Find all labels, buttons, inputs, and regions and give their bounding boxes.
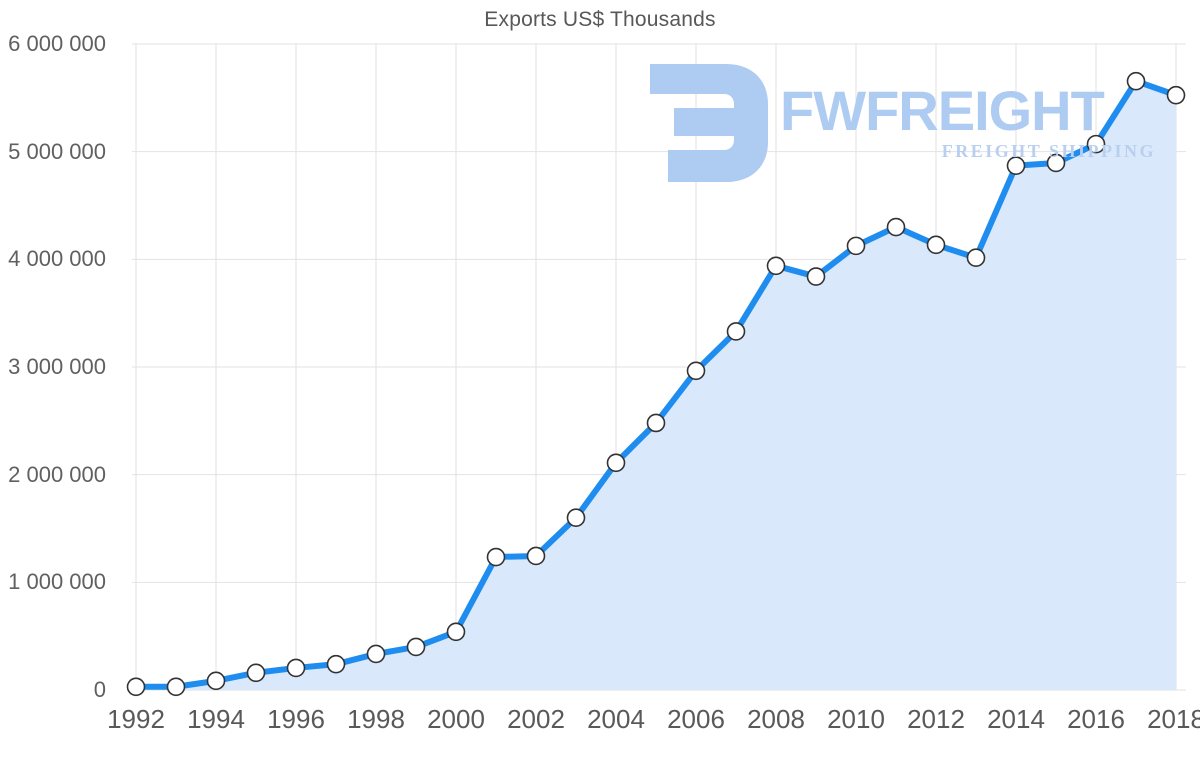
x-axis-tick-label: 2012: [907, 704, 965, 734]
y-axis-tick-label: 0: [93, 677, 106, 702]
y-axis-tick-label: 5 000 000: [8, 138, 106, 164]
x-axis-tick-label: 2000: [427, 704, 485, 734]
y-axis-tick-label: 3 000 000: [8, 354, 106, 379]
y-axis-tick-label: 4 000 000: [8, 246, 106, 272]
x-axis-tick-label: 2014: [987, 704, 1045, 734]
x-axis-tick-label: 2010: [827, 704, 885, 734]
x-axis-tick-label: 2018: [1147, 704, 1200, 734]
y-axis-tick-label: 2 000 000: [8, 461, 106, 487]
chart-title: Exports US$ Thousands: [484, 8, 716, 31]
y-axis-tick-label: 6 000 000: [8, 31, 106, 56]
x-axis-tick-label: 1996: [267, 704, 325, 734]
x-axis-tick-label: 2002: [507, 704, 565, 734]
y-axis-tick-label: 1 000 000: [8, 569, 106, 595]
x-axis-tick-label: 1992: [107, 704, 165, 734]
data-point-markers: [126, 71, 1186, 697]
x-axis-tick-label: 2004: [587, 704, 645, 734]
x-axis-tick-label: 1994: [187, 704, 245, 734]
area-fill: [136, 81, 1176, 690]
x-axis-tick-label: 2006: [667, 704, 725, 734]
x-axis-tick-label: 2008: [747, 704, 805, 734]
x-axis-tick-label: 1998: [347, 704, 405, 734]
x-axis-tick-label: 2016: [1067, 704, 1125, 734]
